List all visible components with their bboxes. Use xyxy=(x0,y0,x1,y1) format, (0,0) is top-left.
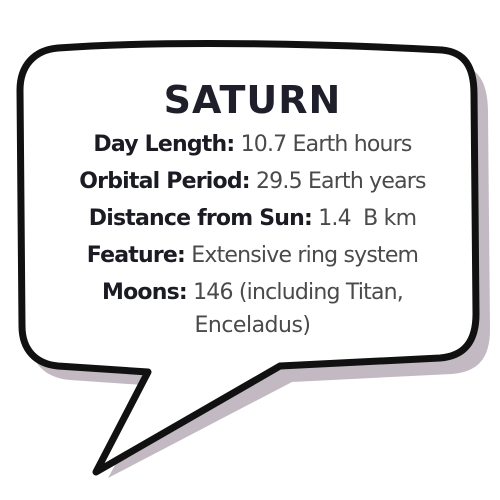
fact-label: Orbital Period: xyxy=(79,169,250,194)
fact-value: Extensive ring system xyxy=(191,243,419,268)
bubble-content: SATURN Day Length: 10.7 Earth hours Orbi… xyxy=(40,78,465,341)
speech-bubble-body xyxy=(16,40,480,476)
fact-moons-continuation: Enceladus) xyxy=(194,313,311,338)
fact-moons: Moons: 146 (including Titan, xyxy=(40,274,465,311)
fact-value: 29.5 Earth years xyxy=(255,169,427,194)
fact-label: Distance from Sun: xyxy=(88,206,313,231)
fact-value: 1.4 B km xyxy=(318,206,417,231)
planet-title: SATURN xyxy=(163,78,342,122)
fact-label: Day Length: xyxy=(93,132,235,157)
fact-label: Feature: xyxy=(86,243,186,268)
fact-value: 146 (including Titan, xyxy=(193,280,404,305)
fact-orbital-period: Orbital Period: 29.5 Earth years xyxy=(40,163,465,200)
fact-day-length: Day Length: 10.7 Earth hours xyxy=(40,126,465,163)
fact-label: Moons: xyxy=(102,280,188,305)
fact-value: 10.7 Earth hours xyxy=(240,132,413,157)
fact-feature: Feature: Extensive ring system xyxy=(40,237,465,274)
fact-distance: Distance from Sun: 1.4 B km xyxy=(40,200,465,237)
